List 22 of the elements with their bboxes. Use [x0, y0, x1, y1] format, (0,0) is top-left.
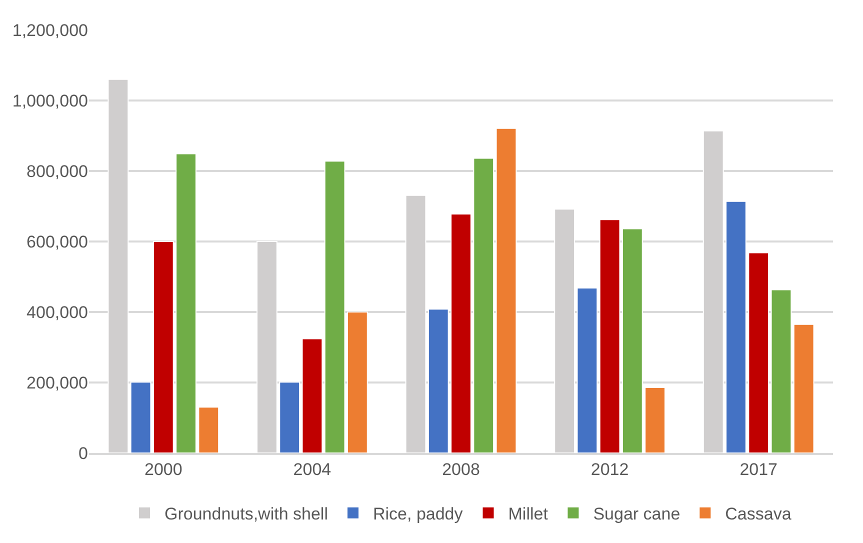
x-tick-label: 2012	[590, 460, 629, 480]
y-tick-label: 600,000	[26, 232, 88, 252]
y-tick-label: 800,000	[26, 162, 88, 181]
bar	[496, 128, 517, 453]
bar	[130, 382, 152, 453]
legend-label: Millet	[508, 504, 548, 524]
bar	[770, 289, 792, 453]
y-tick-label: 200,000	[26, 373, 88, 392]
bar	[302, 338, 323, 453]
y-tick-label: 1,200,000	[12, 20, 88, 40]
x-tick-label: 2004	[293, 460, 332, 480]
x-tick-label: 2008	[442, 460, 480, 480]
legend-label: Cassava	[725, 504, 792, 524]
legend-label: Rice, paddy	[372, 504, 464, 524]
y-tick-label: 0	[78, 444, 88, 463]
bar	[793, 324, 814, 453]
y-tick-label: 1,000,000	[12, 91, 88, 110]
legend-label: Groundnuts,with shell	[164, 504, 328, 524]
x-tick-label: 2000	[144, 460, 182, 480]
x-tick-label: 2017	[740, 460, 778, 480]
legend-label: Sugar cane	[593, 504, 680, 524]
y-tick-label: 400,000	[26, 302, 88, 322]
